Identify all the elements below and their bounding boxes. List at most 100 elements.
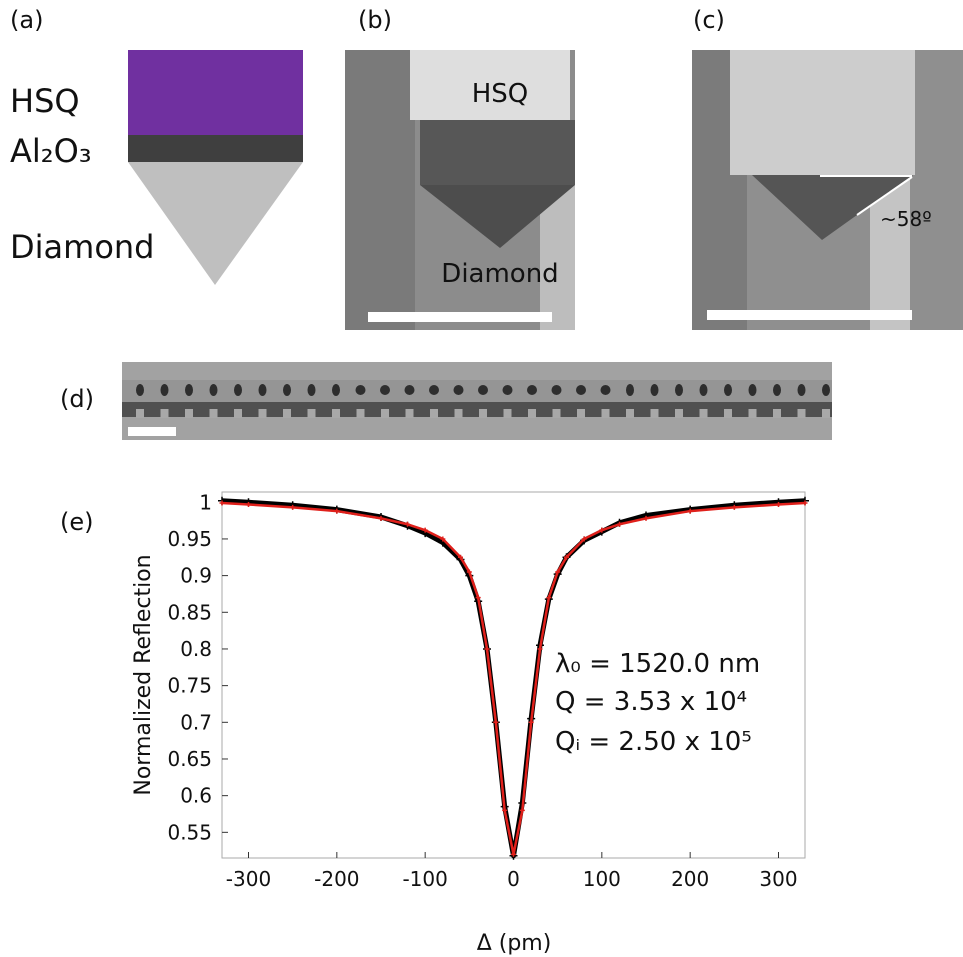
tooth bbox=[308, 409, 316, 418]
image-label: HSQ bbox=[472, 79, 529, 109]
y-tick-label: 0.75 bbox=[167, 674, 212, 698]
layer-label: HSQ bbox=[10, 82, 80, 120]
hole bbox=[185, 384, 193, 396]
tooth bbox=[332, 409, 340, 418]
hole bbox=[527, 385, 537, 395]
y-tick-label: 0.9 bbox=[180, 564, 212, 588]
hole bbox=[332, 384, 340, 396]
tooth bbox=[136, 409, 144, 418]
tooth bbox=[455, 409, 463, 418]
tooth bbox=[798, 409, 806, 418]
diamond-shape bbox=[128, 162, 303, 285]
hole bbox=[552, 385, 562, 395]
alumina-layer bbox=[128, 135, 303, 162]
y-tick-label: 1 bbox=[199, 490, 212, 514]
image-label: Diamond bbox=[441, 259, 558, 289]
sem-texture bbox=[345, 50, 415, 330]
hole bbox=[136, 384, 144, 396]
figure: (a) HSQ Al₂O₃ Diamond (b) HSQ Diamond (c… bbox=[0, 0, 963, 957]
panel-label: (b) bbox=[358, 6, 392, 34]
hole bbox=[798, 384, 806, 396]
tooth bbox=[210, 409, 218, 418]
sem-body bbox=[420, 120, 575, 185]
y-tick-label: 0.65 bbox=[167, 747, 212, 771]
tooth bbox=[283, 409, 291, 418]
hole bbox=[161, 384, 169, 396]
hole bbox=[308, 384, 316, 396]
hole bbox=[478, 385, 488, 395]
tooth bbox=[479, 409, 487, 418]
tooth bbox=[406, 409, 414, 418]
hole bbox=[503, 385, 513, 395]
panel-label: (a) bbox=[10, 6, 43, 34]
tooth bbox=[577, 409, 585, 418]
tooth bbox=[602, 409, 610, 418]
tooth bbox=[234, 409, 242, 418]
annotation: Q = 3.53 x 10⁴ bbox=[555, 687, 747, 717]
tooth bbox=[822, 409, 830, 418]
y-tick-label: 0.8 bbox=[180, 637, 212, 661]
x-tick-label: 200 bbox=[671, 867, 709, 891]
scale-bar bbox=[707, 310, 912, 320]
hole bbox=[601, 385, 611, 395]
layer-label: Diamond bbox=[10, 228, 154, 266]
x-tick-label: -200 bbox=[314, 867, 359, 891]
tooth bbox=[357, 409, 365, 418]
panel-label: (e) bbox=[60, 508, 94, 536]
tooth bbox=[528, 409, 536, 418]
hole bbox=[822, 384, 830, 396]
annotation: λ₀ = 1520.0 nm bbox=[555, 649, 760, 679]
y-tick-label: 0.6 bbox=[180, 784, 212, 808]
hole bbox=[210, 384, 218, 396]
y-tick-label: 0.95 bbox=[167, 527, 212, 551]
tooth bbox=[724, 409, 732, 418]
annotation: Qᵢ = 2.50 x 10⁵ bbox=[555, 727, 752, 757]
y-tick-label: 0.85 bbox=[167, 600, 212, 624]
tooth bbox=[185, 409, 193, 418]
x-tick-label: 300 bbox=[759, 867, 797, 891]
hole bbox=[380, 385, 390, 395]
tooth bbox=[700, 409, 708, 418]
hole bbox=[700, 384, 708, 396]
x-axis-label: Δ (pm) bbox=[477, 931, 552, 956]
tooth bbox=[749, 409, 757, 418]
hole bbox=[259, 384, 267, 396]
y-tick-label: 0.55 bbox=[167, 820, 212, 844]
scale-bar bbox=[368, 312, 552, 322]
tooth bbox=[161, 409, 169, 418]
layer-label: Al₂O₃ bbox=[10, 132, 92, 170]
hole bbox=[749, 384, 757, 396]
hole bbox=[234, 384, 242, 396]
hole bbox=[429, 385, 439, 395]
tooth bbox=[381, 409, 389, 418]
hole bbox=[283, 384, 291, 396]
panel-label: (c) bbox=[693, 6, 725, 34]
y-tick-label: 0.7 bbox=[180, 710, 212, 734]
tooth bbox=[259, 409, 267, 418]
hole bbox=[724, 384, 732, 396]
tooth bbox=[675, 409, 683, 418]
x-tick-label: 0 bbox=[507, 867, 520, 891]
hole bbox=[773, 384, 781, 396]
tooth bbox=[504, 409, 512, 418]
sem-hsq bbox=[730, 50, 915, 175]
scale-bar bbox=[128, 427, 176, 436]
hsq-layer bbox=[128, 50, 303, 135]
x-tick-label: -100 bbox=[402, 867, 447, 891]
tooth bbox=[430, 409, 438, 418]
x-tick-label: -300 bbox=[226, 867, 271, 891]
hole bbox=[576, 385, 586, 395]
hole bbox=[454, 385, 464, 395]
hole bbox=[405, 385, 415, 395]
angle-label: ~58º bbox=[880, 207, 932, 231]
hole bbox=[356, 385, 366, 395]
panel-label: (d) bbox=[60, 385, 94, 413]
y-axis-label: Normalized Reflection bbox=[131, 554, 156, 795]
x-tick-label: 100 bbox=[583, 867, 621, 891]
tooth bbox=[553, 409, 561, 418]
hole bbox=[651, 384, 659, 396]
hole bbox=[626, 384, 634, 396]
hole bbox=[675, 384, 683, 396]
tooth bbox=[626, 409, 634, 418]
tooth bbox=[651, 409, 659, 418]
